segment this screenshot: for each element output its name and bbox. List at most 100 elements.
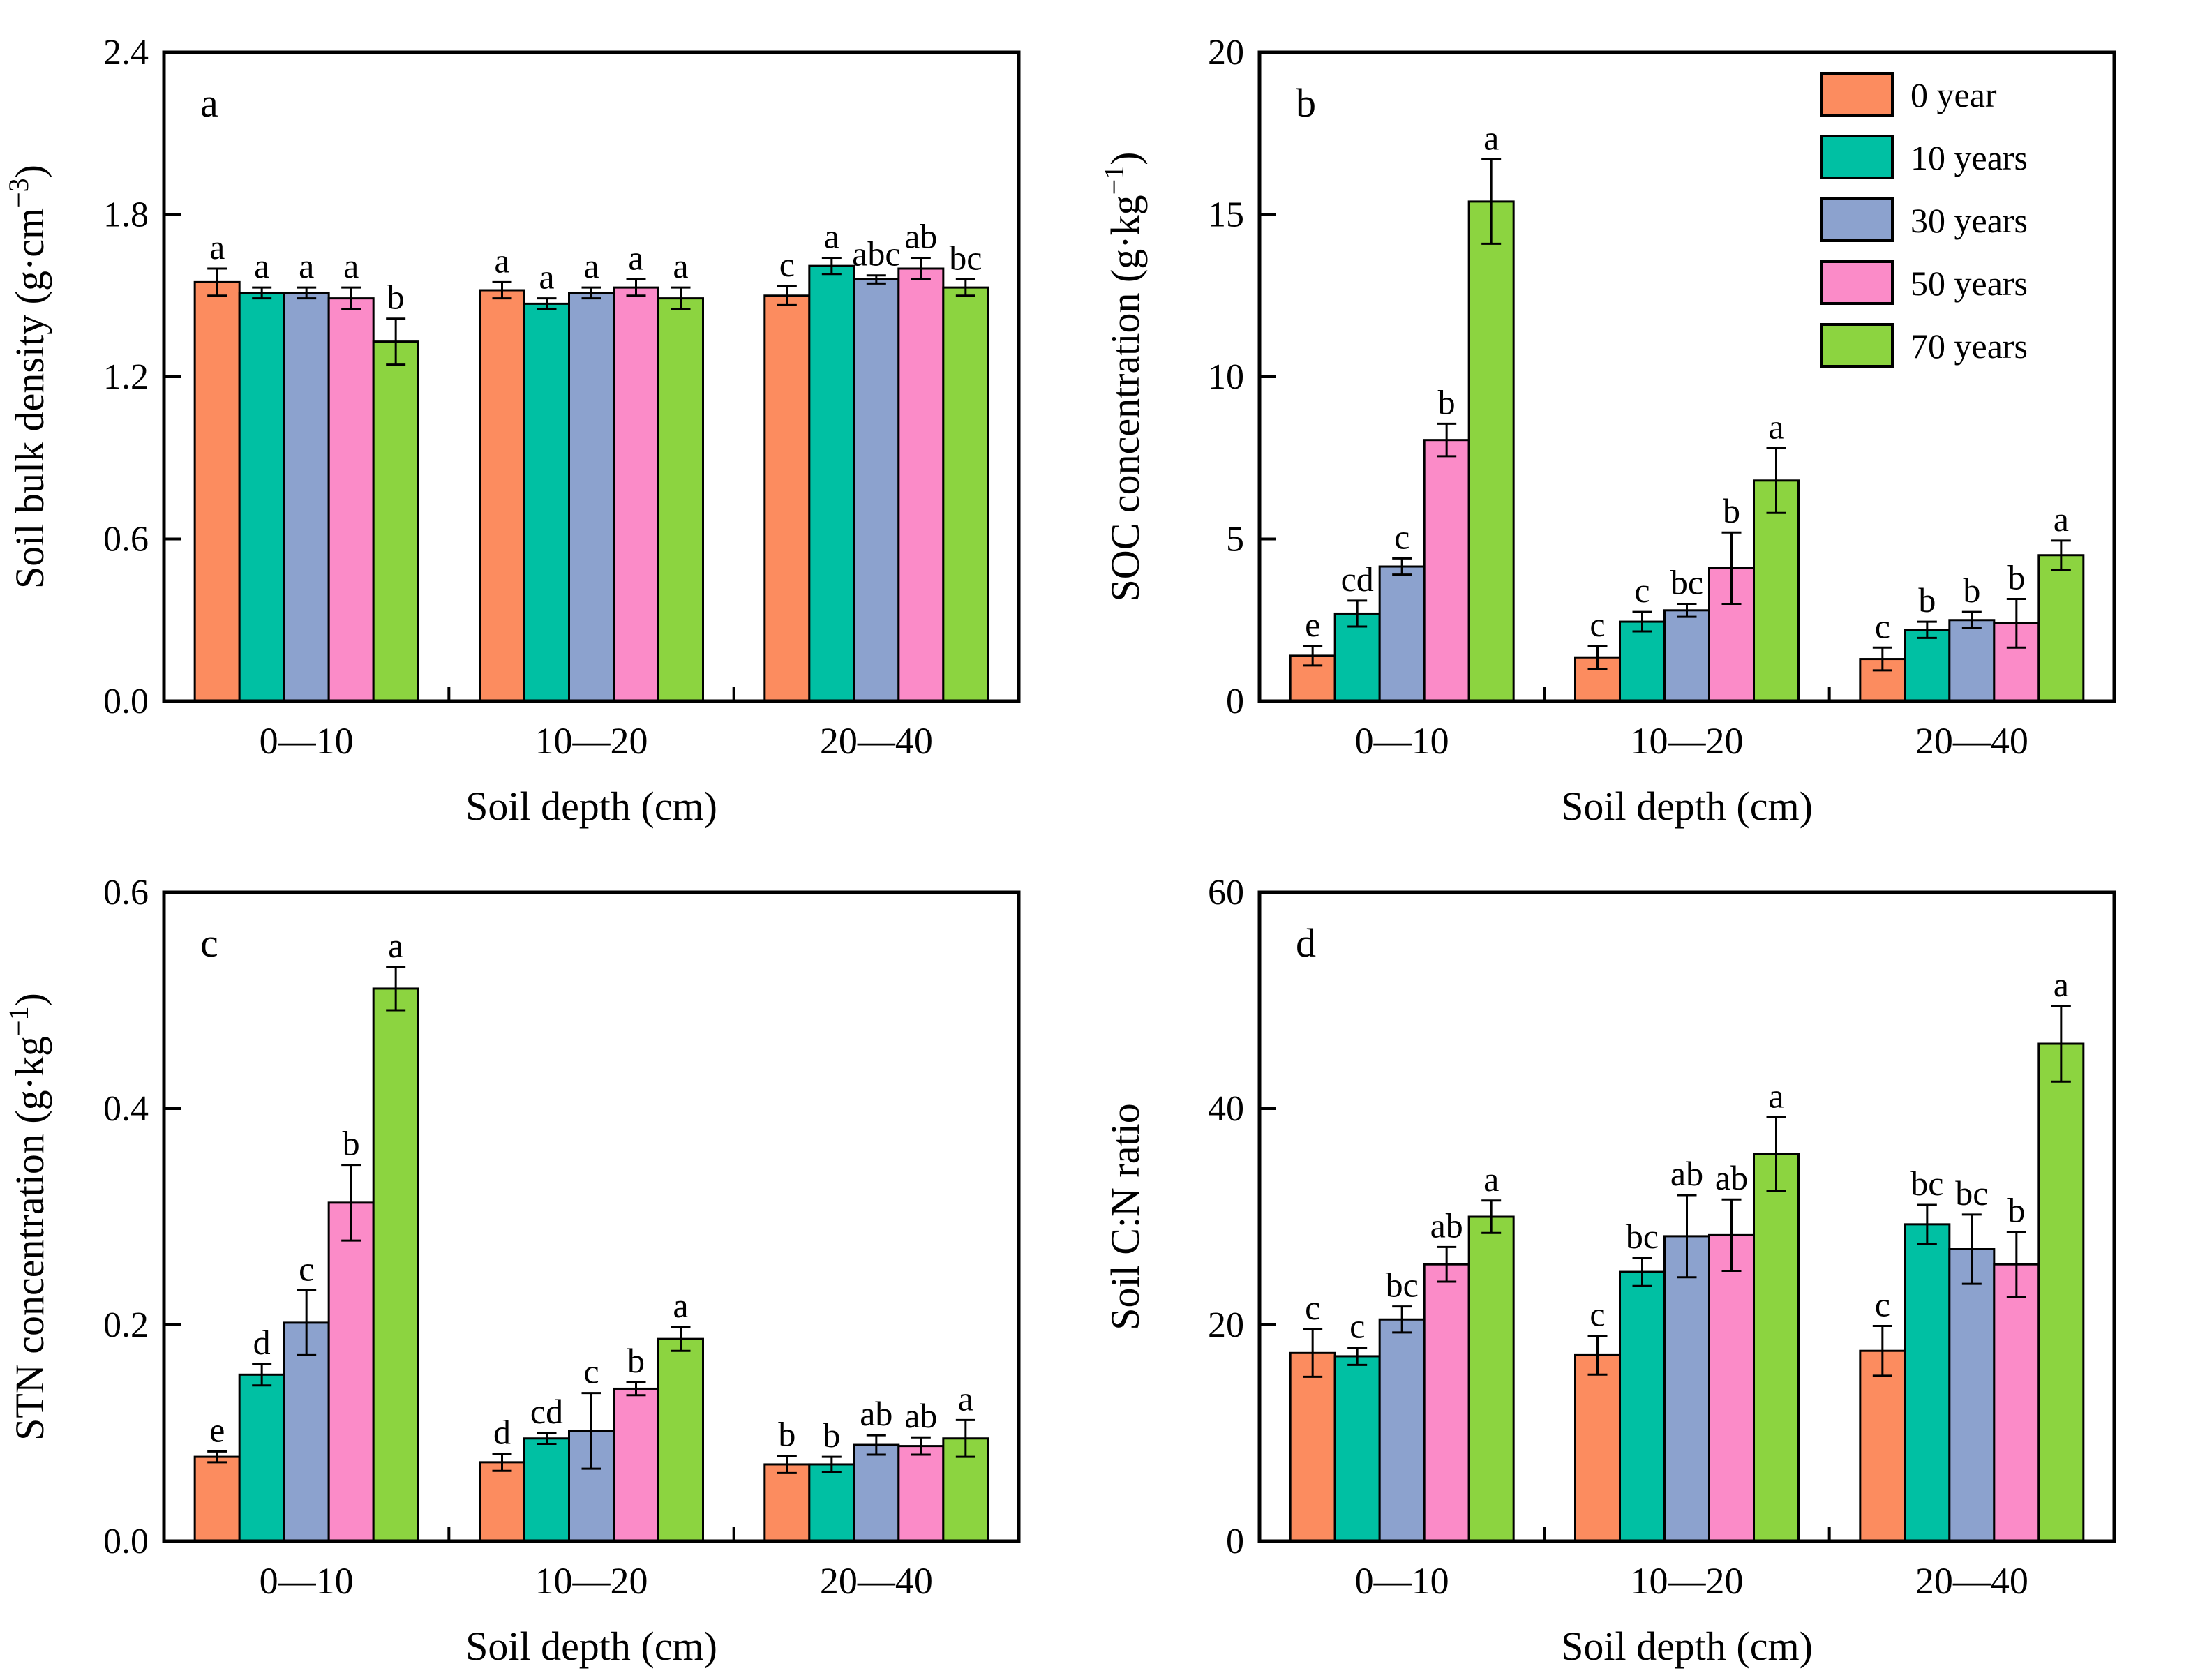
bar-b-s3-g0	[1423, 439, 1470, 703]
sig-letter: b	[343, 1124, 360, 1163]
sig-letter: b	[387, 278, 405, 317]
sig-letter: d	[493, 1412, 511, 1451]
bar-d-s3-g2	[1993, 1263, 2040, 1543]
y-tick-label: 20	[1208, 1305, 1244, 1345]
y-tick-label: 0	[1226, 1522, 1244, 1561]
sig-letter: ab	[1670, 1154, 1703, 1193]
x-tick-label: 10—20	[535, 720, 648, 762]
panel-letter: b	[1296, 80, 1316, 126]
sig-letter: bc	[1955, 1173, 1988, 1213]
bar-d-s1-g2	[1904, 1223, 1951, 1543]
y-tick-label: 5	[1226, 520, 1244, 560]
sig-letter: a	[388, 926, 403, 965]
sig-letter: c	[1875, 606, 1890, 645]
y-tick-label: 2.4	[103, 33, 149, 73]
sig-letter: a	[2054, 500, 2069, 539]
bar-a-s0-g0	[193, 280, 241, 703]
legend-label-3: 50 years	[1910, 264, 2028, 303]
sig-letter: b	[778, 1415, 795, 1454]
bar-b-s4-g2	[2037, 554, 2085, 703]
y-axis-label: Soil C:N ratio	[1102, 1103, 1148, 1330]
sig-letter: ab	[904, 1396, 937, 1435]
panel-letter: a	[200, 80, 218, 126]
sig-letter: a	[1768, 1076, 1784, 1115]
legend-swatch-3	[1820, 260, 1894, 305]
x-tick-label: 20—40	[820, 720, 933, 762]
sig-letter: a	[343, 246, 359, 285]
sig-letter: bc	[949, 239, 982, 278]
sig-letter: a	[673, 1286, 688, 1325]
bar-a-s1-g1	[523, 302, 570, 703]
sig-letter: c	[1394, 517, 1409, 556]
x-tick-label: 20—40	[820, 1560, 933, 1602]
bar-d-s0-g1	[1574, 1353, 1621, 1543]
sig-letter: c	[1634, 571, 1650, 610]
x-axis-label: Soil depth (cm)	[465, 1623, 717, 1669]
sig-letter: a	[958, 1379, 973, 1418]
bar-c-s4-g0	[372, 987, 419, 1543]
y-axis-label: Soil bulk density (g·cm−3)	[3, 165, 52, 589]
sig-letter: d	[253, 1323, 271, 1362]
sig-letter: c	[1590, 605, 1605, 644]
bar-a-s1-g2	[808, 264, 855, 703]
x-tick-label: 0—10	[260, 720, 354, 762]
panel-b-soc-concentration: e c c cd c b c bc b b b b a a a 0 5 10 15 20 0—10 10—20 20—40 S…	[1096, 0, 2191, 840]
legend-swatch-2	[1820, 197, 1894, 242]
panel-letter: d	[1296, 920, 1316, 966]
sig-letter: ab	[1430, 1206, 1463, 1245]
sig-letter: a	[673, 246, 688, 285]
sig-letter: b	[823, 1416, 840, 1455]
sig-letter: cd	[530, 1392, 563, 1431]
legend-swatch-4	[1820, 323, 1894, 368]
bar-b-s2-g0	[1378, 565, 1426, 703]
sig-letter: b	[2007, 558, 2025, 597]
legend-swatch-1	[1820, 135, 1894, 179]
sig-letter: a	[254, 246, 269, 285]
sig-letter: ab	[860, 1394, 892, 1433]
y-tick-label: 1.2	[103, 357, 149, 397]
sig-letter: c	[1590, 1295, 1605, 1334]
bar-a-s1-g0	[238, 292, 285, 703]
bar-d-s3-g0	[1423, 1263, 1470, 1543]
sig-letter: cd	[1341, 560, 1374, 599]
legend-label-2: 30 years	[1910, 201, 2028, 240]
panel-a-soil-bulk-density: a a c a a a a a abc a a ab b a bc 0.0 0.6 1.2 1.8 2.4 0—10 10…	[0, 0, 1096, 840]
x-axis-label: Soil depth (cm)	[1561, 1623, 1813, 1669]
bar-c-s1-g0	[238, 1373, 285, 1543]
sig-letter: a	[1768, 407, 1784, 446]
x-tick-label: 0—10	[1355, 1560, 1449, 1602]
bar-c-s0-g0	[193, 1455, 241, 1543]
bar-a-s4-g1	[657, 297, 704, 703]
y-tick-label: 10	[1208, 357, 1244, 397]
sig-letter: c	[583, 1352, 599, 1391]
bar-a-s3-g1	[613, 286, 659, 703]
legend-label-4: 70 years	[1910, 327, 2028, 366]
bar-d-s3-g1	[1708, 1233, 1755, 1543]
bar-d-s4-g1	[1753, 1153, 1800, 1543]
sig-letter: bc	[1626, 1217, 1659, 1256]
bar-c-s1-g1	[523, 1437, 570, 1543]
bar-c-s3-g2	[897, 1445, 945, 1543]
sig-letter: c	[1875, 1285, 1890, 1324]
y-tick-label: 20	[1208, 33, 1244, 73]
legend-label-0: 0 year	[1910, 75, 1997, 114]
bar-b-s2-g1	[1663, 609, 1710, 703]
bar-d-s1-g0	[1333, 1355, 1381, 1543]
bar-d-s2-g1	[1663, 1235, 1710, 1543]
bar-b-s1-g1	[1619, 620, 1666, 703]
sig-letter: a	[824, 217, 839, 256]
sig-letter: b	[1438, 382, 1456, 421]
y-tick-label: 0.0	[103, 1522, 149, 1561]
bar-c-s0-g2	[763, 1463, 811, 1543]
bar-d-s1-g1	[1619, 1270, 1666, 1543]
legend-swatch-0	[1820, 72, 1894, 117]
sig-letter: bc	[1386, 1266, 1419, 1305]
sig-letter: ab	[1715, 1158, 1748, 1197]
bar-a-s2-g1	[568, 292, 615, 703]
y-tick-label: 1.8	[103, 195, 149, 235]
sig-letter: a	[539, 257, 554, 297]
bar-d-s2-g0	[1378, 1318, 1426, 1543]
